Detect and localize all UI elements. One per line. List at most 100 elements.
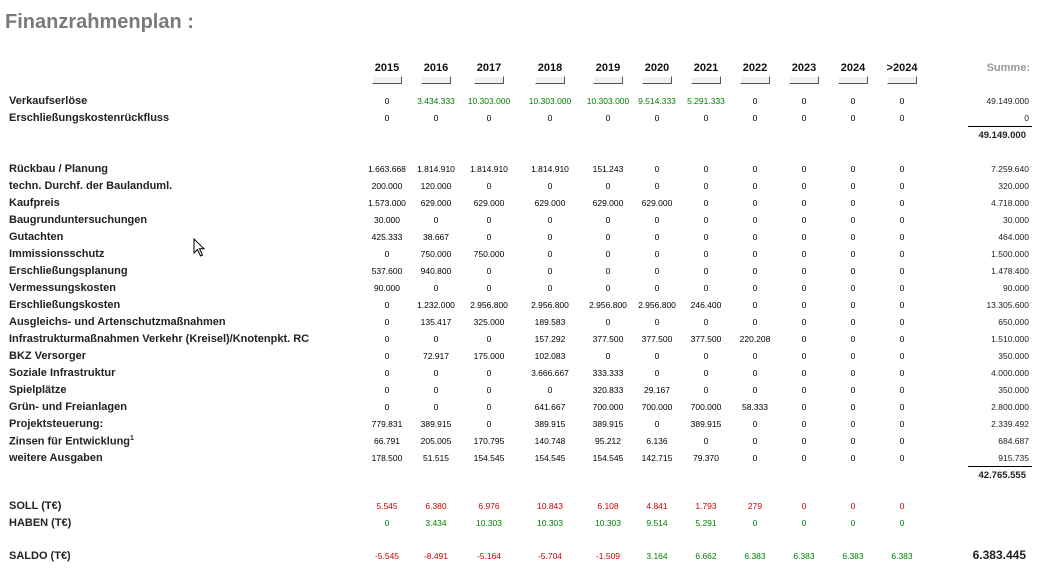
mouse-pointer-icon	[193, 238, 206, 257]
row-label: HABEN (T€)	[9, 517, 72, 529]
value-cell: 0	[384, 351, 390, 361]
value-cell: 29.167	[644, 385, 670, 395]
value-cell: 3.164	[646, 551, 668, 561]
year-toggle-button[interactable]	[838, 76, 868, 84]
value-cell: 0	[605, 215, 611, 225]
value-cell: 0	[654, 419, 660, 429]
year-toggle-button[interactable]	[421, 76, 451, 84]
value-cell: 9.514	[646, 518, 668, 528]
value-cell: 6.662	[695, 551, 717, 561]
value-cell: 0	[899, 501, 905, 511]
row-sum: 350.000	[998, 351, 1029, 361]
footnote-marker: 1	[130, 435, 134, 442]
value-cell: 3.434.333	[417, 96, 455, 106]
value-cell: 0	[752, 181, 758, 191]
value-cell: 0	[752, 368, 758, 378]
row-sum: 2.339.492	[991, 419, 1029, 429]
value-cell: 0	[850, 300, 856, 310]
row-label: SOLL (T€)	[9, 500, 62, 512]
value-cell: 154.545	[473, 453, 505, 463]
saldo-total: 6.383.445	[972, 548, 1026, 562]
value-cell: 170.795	[473, 436, 505, 446]
year-toggle-button[interactable]	[740, 76, 770, 84]
value-cell: 0	[703, 266, 709, 276]
value-cell: 0	[899, 164, 905, 174]
year-toggle-button[interactable]	[593, 76, 623, 84]
value-cell: 2.956.800	[638, 300, 676, 310]
value-cell: 0	[486, 385, 492, 395]
value-cell: 377.500	[592, 334, 624, 344]
value-cell: 0	[801, 181, 807, 191]
row-label: Vermessungskosten	[9, 282, 116, 294]
value-cell: 102.083	[534, 351, 566, 361]
row-label: Gutachten	[9, 231, 64, 243]
row-label: weitere Ausgaben	[9, 452, 103, 464]
year-toggle-button[interactable]	[887, 76, 917, 84]
value-cell: 0	[850, 215, 856, 225]
value-cell: 9.514.333	[638, 96, 676, 106]
value-cell: 0	[801, 334, 807, 344]
value-cell: 0	[752, 164, 758, 174]
value-cell: 0	[899, 300, 905, 310]
value-cell: 246.400	[690, 300, 722, 310]
value-cell: 537.600	[371, 266, 403, 276]
value-cell: 2.956.800	[470, 300, 508, 310]
row-label: Infrastrukturmaßnahmen Verkehr (Kreisel)…	[9, 333, 310, 345]
value-cell: 3.666.667	[531, 368, 569, 378]
row-label: Immissionsschutz	[9, 248, 105, 260]
value-cell: 0	[433, 334, 439, 344]
value-cell: 0	[547, 249, 553, 259]
value-cell: 189.583	[534, 317, 566, 327]
value-cell: 0	[486, 232, 492, 242]
value-cell: 38.667	[423, 232, 449, 242]
value-cell: 6.383	[744, 551, 766, 561]
value-cell: 0	[605, 232, 611, 242]
value-cell: 5.545	[376, 501, 398, 511]
value-cell: 0	[899, 266, 905, 276]
year-toggle-button[interactable]	[789, 76, 819, 84]
page-title: Finanzrahmenplan :	[5, 11, 194, 33]
value-cell: 140.748	[534, 436, 566, 446]
row-sum: 30.000	[1003, 215, 1029, 225]
value-cell: 0	[899, 249, 905, 259]
row-sum: 4.718.000	[991, 198, 1029, 208]
value-cell: 0	[384, 113, 390, 123]
row-label: Kaufpreis	[9, 197, 60, 209]
value-cell: 0	[752, 198, 758, 208]
value-cell: 0	[899, 436, 905, 446]
value-cell: 1.814.910	[470, 164, 508, 174]
value-cell: 750.000	[420, 249, 452, 259]
value-cell: 10.303.000	[586, 96, 630, 106]
value-cell: 0	[433, 215, 439, 225]
value-cell: 0	[703, 385, 709, 395]
value-cell: 700.000	[641, 402, 673, 412]
year-toggle-button[interactable]	[691, 76, 721, 84]
year-toggle-button[interactable]	[535, 76, 565, 84]
row-sum: 90.000	[1003, 283, 1029, 293]
value-cell: 0	[850, 113, 856, 123]
row-label: Spielplätze	[9, 384, 67, 396]
year-toggle-button[interactable]	[372, 76, 402, 84]
value-cell: 700.000	[592, 402, 624, 412]
value-cell: -5.704	[537, 551, 563, 561]
row-sum: 650.000	[998, 317, 1029, 327]
value-cell: 0	[547, 266, 553, 276]
value-cell: 279	[747, 501, 763, 511]
row-sum: 4.000.000	[991, 368, 1029, 378]
value-cell: 0	[899, 283, 905, 293]
value-cell: 0	[752, 283, 758, 293]
value-cell: 1.232.000	[417, 300, 455, 310]
value-cell: 0	[801, 518, 807, 528]
year-toggle-button[interactable]	[642, 76, 672, 84]
value-cell: 0	[547, 232, 553, 242]
value-cell: 0	[850, 334, 856, 344]
year-toggle-button[interactable]	[474, 76, 504, 84]
year-header: 2017	[476, 62, 502, 74]
value-cell: 120.000	[420, 181, 452, 191]
value-cell: 0	[703, 351, 709, 361]
value-cell: 0	[654, 181, 660, 191]
value-cell: 5.291.333	[687, 96, 725, 106]
expense-total: 42.765.555	[978, 470, 1026, 481]
year-header: 2023	[791, 62, 817, 74]
row-label: Zinsen für Entwicklung1	[9, 435, 134, 448]
